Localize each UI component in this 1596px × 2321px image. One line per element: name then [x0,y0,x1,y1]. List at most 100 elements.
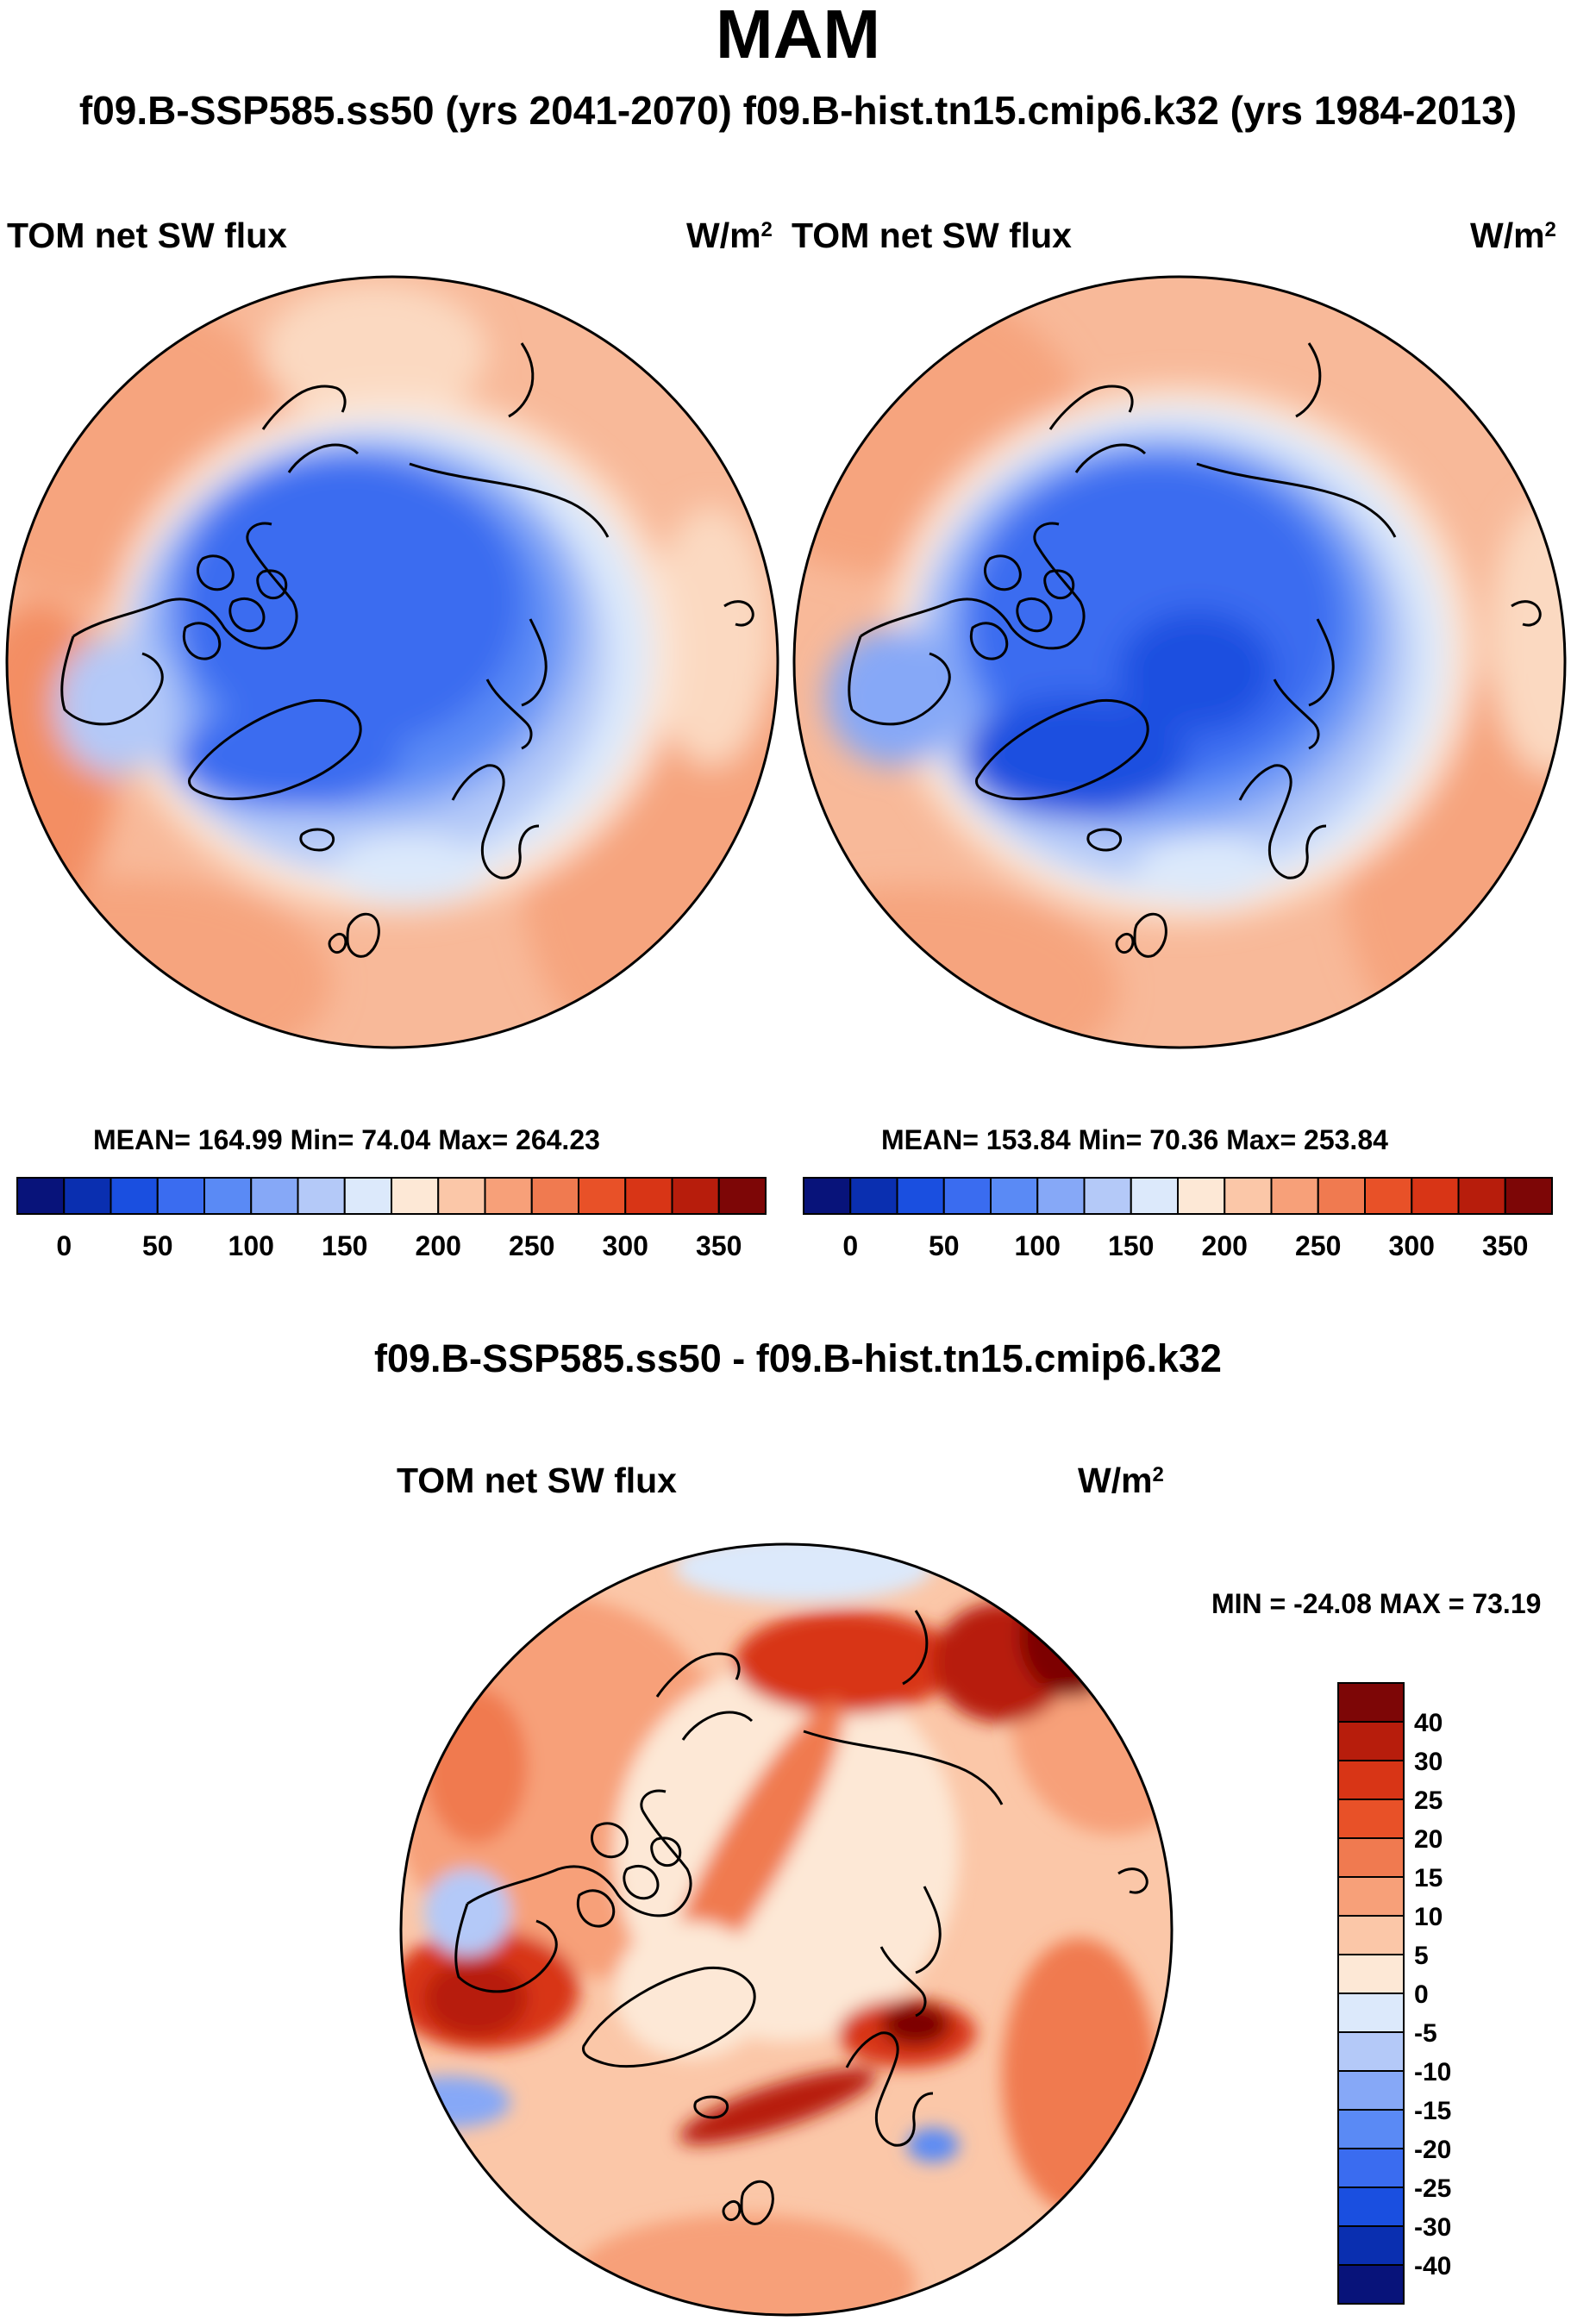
panel2-colorbar: 0 50 100 150 200 250 300 350 [803,1177,1553,1261]
panel1-colorbar-box [250,1177,299,1215]
panel1-colorbar-box [63,1177,112,1215]
difference-colorbar-box [1337,2070,1405,2111]
difference-colorbar-tick-label: -25 [1414,2174,1451,2203]
diff-minmax-stats: MIN = -24.08 MAX = 73.19 [1211,1588,1542,1619]
difference-colorbar: 40 30 25 20 15 10 5 0 -5 -10 -15 -20 -25 -30 -40 [1337,1682,1451,2305]
panel2-colorbar-boxes [803,1177,1553,1215]
difference-colorbar-box [1337,1837,1405,1878]
panel1-colorbar-boxes [16,1177,767,1215]
difference-colorbar-box [1337,1799,1405,1839]
panel2-colorbar-box [1177,1177,1226,1215]
panel1-colorbar-tick-label: 150 [322,1230,367,1261]
panel2-colorbar-tick-label: 350 [1482,1230,1528,1261]
panel1-colorbar: 0 50 100 150 200 250 300 350 [16,1177,767,1261]
panel2-field [794,277,1565,1048]
panel2-colorbar-box [1083,1177,1132,1215]
panel2-colorbar-box [1224,1177,1273,1215]
panel2-colorbar-box [1317,1177,1366,1215]
panel1-colorbar-box [578,1177,627,1215]
difference-colorbar-tick-label: 25 [1414,1786,1443,1815]
panel2-colorbar-box [1411,1177,1460,1215]
panel1-colorbar-box [343,1177,392,1215]
difference-colorbar-box [1337,2148,1405,2188]
difference-map-boundary [399,1542,1174,2317]
panel2-colorbar-box [849,1177,898,1215]
difference-colorbar-tick-label: -40 [1414,2252,1451,2280]
difference-colorbar-box [1337,2225,1405,2266]
panel1-colorbar-tick-label: 50 [142,1230,173,1261]
panel2-variable-label: TOM net SW flux [792,216,1072,255]
panel1-colorbar-box [297,1177,346,1215]
difference-colorbar-box [1337,1954,1405,1994]
panel2-colorbar-box [1270,1177,1319,1215]
difference-colorbar-box [1337,1682,1405,1723]
panel1-variable-label: TOM net SW flux [7,216,287,255]
difference-colorbar-tick-label: 40 [1414,1709,1443,1737]
difference-colorbar-box [1337,2186,1405,2227]
panel1-colorbar-box [624,1177,673,1215]
panel1-colorbar-box [437,1177,486,1215]
panel2-colorbar-box [896,1177,945,1215]
panel2-polar-map [792,275,1567,1049]
difference-polar-map [399,1542,1174,2317]
panel2-unit-label: W/m2 [1470,216,1556,255]
diff-unit-label: W/m2 [1078,1461,1164,1500]
panel1-colorbar-tick-label: 100 [228,1230,274,1261]
panel1-colorbar-tick-label: 250 [509,1230,554,1261]
difference-colorbar-tick-label: 10 [1414,1903,1443,1931]
difference-colorbar-tick-label: -20 [1414,2136,1451,2164]
panel1-colorbar-ticks: 0 50 100 150 200 250 300 350 [56,1230,742,1261]
panel1-colorbar-box [717,1177,767,1215]
difference-colorbar-ticks: 40 30 25 20 15 10 5 0 -5 -10 -15 -20 -25 -30 -40 [1414,1709,1451,2280]
difference-colorbar-box [1337,1993,1405,2033]
difference-colorbar-tick-label: -5 [1414,2019,1437,2048]
difference-colorbar-box [1337,1721,1405,1761]
panel2-map-boundary [792,275,1567,1049]
experiment-header: f09.B-SSP585.ss50 (yrs 2041-2070) f09.B-… [78,88,1518,133]
difference-colorbar-box [1337,1915,1405,1955]
difference-field [401,1544,1172,2315]
panel1-map-boundary [5,275,779,1049]
difference-colorbar-boxes [1337,1682,1405,2305]
panel2-colorbar-box [1457,1177,1506,1215]
panel1-colorbar-box [16,1177,66,1215]
difference-colorbar-tick-label: 30 [1414,1748,1443,1776]
difference-colorbar-tick-label: 15 [1414,1864,1443,1892]
panel2-colorbar-ticks: 0 50 100 150 200 250 300 350 [842,1230,1528,1261]
panel1-colorbar-box [671,1177,720,1215]
panel1-colorbar-box [110,1177,159,1215]
panel2-stats: MEAN= 153.84 Min= 70.36 Max= 253.84 [881,1124,1388,1155]
panel2-colorbar-box [803,1177,852,1215]
panel2-colorbar-tick-label: 100 [1015,1230,1061,1261]
panel1-polar-map [5,275,779,1049]
panel2-colorbar-box [1130,1177,1179,1215]
panel2-colorbar-box [1036,1177,1086,1215]
panel1-colorbar-box [391,1177,440,1215]
panel1-field [7,277,778,1048]
panel2-colorbar-tick-label: 300 [1389,1230,1435,1261]
panel2-colorbar-box [990,1177,1039,1215]
difference-colorbar-box [1337,2031,1405,2072]
panel1-colorbar-box [530,1177,579,1215]
panel1-stats: MEAN= 164.99 Min= 74.04 Max= 264.23 [93,1124,600,1155]
difference-colorbar-tick-label: -10 [1414,2058,1451,2086]
difference-colorbar-tick-label: 20 [1414,1825,1443,1854]
panel2-colorbar-box [1504,1177,1553,1215]
panel2-colorbar-box [942,1177,992,1215]
panel2-colorbar-tick-label: 200 [1202,1230,1248,1261]
panel1-colorbar-tick-label: 200 [416,1230,461,1261]
panel1-colorbar-tick-label: 300 [603,1230,648,1261]
difference-colorbar-box [1337,2264,1405,2305]
panel1-colorbar-box [156,1177,205,1215]
panel1-colorbar-tick-label: 350 [696,1230,742,1261]
panel2-colorbar-tick-label: 150 [1108,1230,1154,1261]
difference-colorbar-tick-label: -15 [1414,2097,1451,2125]
season-title: MAM [715,0,881,72]
difference-colorbar-tick-label: 0 [1414,1980,1429,2009]
diff-variable-label: TOM net SW flux [397,1461,677,1500]
difference-colorbar-tick-label: -30 [1414,2213,1451,2242]
panel1-colorbar-tick-label: 0 [56,1230,72,1261]
panel2-colorbar-tick-label: 0 [842,1230,858,1261]
difference-colorbar-box [1337,1760,1405,1800]
difference-colorbar-tick-label: 5 [1414,1942,1429,1970]
